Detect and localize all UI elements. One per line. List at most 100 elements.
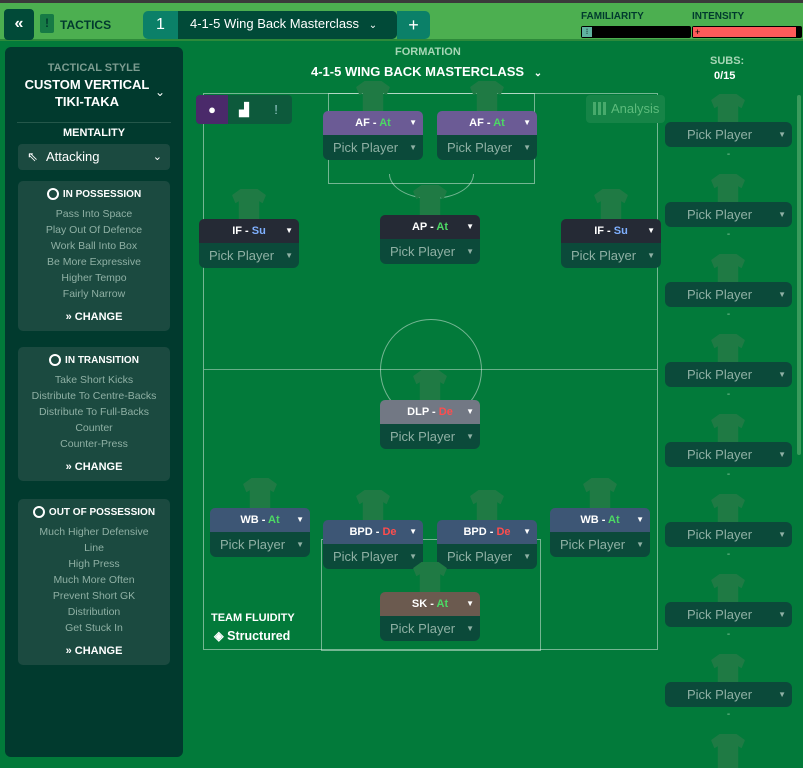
pick-player-dropdown[interactable]: Pick Player ▼ — [665, 522, 792, 547]
familiarity-bar[interactable]: ⁝ — [581, 26, 691, 38]
caret-down-icon: ▼ — [523, 527, 531, 536]
tactical-style-dropdown[interactable]: CUSTOM VERTICAL TIKI-TAKA — [24, 77, 150, 109]
pick-player-dropdown[interactable]: Pick Player ▼ — [665, 122, 792, 147]
role-name: AP — [411, 221, 428, 233]
mentality-dropdown[interactable]: ⇖ Attacking ⌄ — [18, 144, 170, 170]
change-button[interactable]: » CHANGE — [18, 645, 170, 657]
familiarity-fill: ⁝ — [582, 27, 592, 37]
back-button[interactable]: « — [4, 9, 34, 40]
player-slot-sk: SK - At ▼ Pick Player ▼ — [380, 562, 480, 641]
duty: At — [436, 221, 449, 233]
duty: At — [608, 514, 620, 526]
pick-player-dropdown[interactable]: Pick Player ▼ — [323, 544, 423, 569]
pick-player-dropdown[interactable]: Pick Player ▼ — [199, 243, 299, 268]
instruction-item: Pass Into Space — [55, 208, 133, 220]
sub-slot: Pick Player ▼ - — [665, 92, 792, 160]
pick-player-dropdown[interactable]: Pick Player ▼ — [665, 282, 792, 307]
pick-player-dropdown[interactable]: Pick Player ▼ — [437, 544, 537, 569]
caret-down-icon: ▼ — [778, 370, 786, 379]
caret-down-icon: ▼ — [466, 432, 474, 441]
instruction-item: Counter — [75, 422, 113, 434]
caret-down-icon: ▼ — [466, 599, 474, 608]
caret-down-icon: ▼ — [778, 530, 786, 539]
pick-player-dropdown[interactable]: Pick Player ▼ — [380, 616, 480, 641]
pick-player-dropdown[interactable]: Pick Player ▼ — [437, 135, 537, 160]
caret-down-icon: ▼ — [296, 540, 304, 549]
change-button[interactable]: » CHANGE — [18, 461, 170, 473]
duty: Su — [251, 225, 266, 237]
role-selector[interactable]: WB - At ▼ — [210, 508, 310, 532]
pick-player-dropdown[interactable]: Pick Player ▼ — [380, 424, 480, 449]
sub-slot: Pick Player ▼ - — [665, 572, 792, 640]
scrollbar[interactable] — [797, 95, 801, 455]
instruction-item: Distribute To Centre-Backs — [31, 390, 157, 402]
pick-player-label: Pick Player — [447, 549, 513, 564]
section-2: OUT OF POSSESSION Much Higher Defensive L… — [18, 499, 170, 665]
caret-down-icon: ▼ — [296, 515, 304, 524]
role-selector[interactable]: SK - At ▼ — [380, 592, 480, 616]
role-selector[interactable]: BPD - De ▼ — [437, 520, 537, 544]
divider — [17, 122, 171, 123]
role-selector[interactable]: IF - Su ▼ — [561, 219, 661, 243]
role-name: DLP — [407, 406, 429, 418]
caret-down-icon: ▼ — [285, 251, 293, 260]
intensity-fill: + — [693, 27, 796, 37]
duty: De — [496, 526, 511, 538]
add-tactic-button[interactable]: + — [397, 11, 430, 39]
change-label: CHANGE — [74, 311, 123, 323]
pick-player-label: Pick Player — [687, 687, 753, 702]
section-icon — [32, 506, 45, 518]
pick-player-dropdown[interactable]: Pick Player ▼ — [380, 239, 480, 264]
role-selector[interactable]: AP - At ▼ — [380, 215, 480, 239]
top-bar: « ! TACTICS 1 4-1-5 Wing Back Masterclas… — [0, 0, 803, 41]
tactic-slot[interactable]: 1 — [156, 16, 165, 33]
pick-player-dropdown[interactable]: Pick Player ▼ — [210, 532, 310, 557]
tactic-selector[interactable]: 1 4-1-5 Wing Back Masterclass ⌄ — [143, 11, 397, 39]
view-toggle: ● ▟ ! — [196, 95, 292, 124]
sub-player-name: - — [726, 389, 731, 400]
role-selector[interactable]: WB - At ▼ — [550, 508, 650, 532]
pick-player-dropdown[interactable]: Pick Player ▼ — [665, 202, 792, 227]
pick-player-dropdown[interactable]: Pick Player ▼ — [665, 442, 792, 467]
role-selector[interactable]: DLP - De ▼ — [380, 400, 480, 424]
pick-player-label: Pick Player — [390, 621, 456, 636]
change-label: CHANGE — [74, 461, 123, 473]
instruction-item: Work Ball Into Box — [50, 240, 138, 252]
bar-chart-icon[interactable]: ▟ — [239, 102, 249, 117]
sub-player-name: - — [726, 309, 731, 320]
duty: Su — [613, 225, 628, 237]
player-slot-dlp: DLP - De ▼ Pick Player ▼ — [380, 370, 480, 449]
change-button[interactable]: » CHANGE — [18, 311, 170, 323]
pick-player-dropdown[interactable]: Pick Player ▼ — [323, 135, 423, 160]
caret-down-icon: ▼ — [409, 552, 417, 561]
intensity-bar[interactable]: + — [692, 26, 802, 38]
formation-dropdown[interactable]: 4-1-5 WING BACK MASTERCLASS ⌄ — [311, 64, 542, 79]
role-selector[interactable]: AF - At ▼ — [437, 111, 537, 135]
role-selector[interactable]: IF - Su ▼ — [199, 219, 299, 243]
pick-player-dropdown[interactable]: Pick Player ▼ — [665, 602, 792, 627]
pick-player-label: Pick Player — [333, 140, 399, 155]
section-1: IN TRANSITION Take Short Kicks Distribute… — [18, 347, 170, 481]
diamond-icon: ◈ — [214, 629, 224, 643]
sub-slot: Pick Player ▼ - — [665, 652, 792, 720]
pick-player-dropdown[interactable]: Pick Player ▼ — [665, 682, 792, 707]
pick-player-label: Pick Player — [333, 549, 399, 564]
chevron-down-icon[interactable]: ⌄ — [155, 85, 166, 99]
team-fluidity-value[interactable]: ◈ Structured — [214, 628, 290, 643]
sub-player-name: - — [726, 149, 731, 160]
sub-slot: Pick Player ▼ - — [665, 492, 792, 560]
pick-player-label: Pick Player — [687, 127, 753, 142]
pick-player-dropdown[interactable]: Pick Player ▼ — [561, 243, 661, 268]
instruction-item: Take Short Kicks — [54, 374, 134, 386]
role-selector[interactable]: AF - At ▼ — [323, 111, 423, 135]
double-chevron-right-icon: » — [65, 645, 72, 657]
sub-player-name: - — [726, 629, 731, 640]
tactic-name-dropdown[interactable]: 4-1-5 Wing Back Masterclass ⌄ — [178, 11, 397, 39]
pick-player-dropdown[interactable]: Pick Player ▼ — [665, 362, 792, 387]
tactics-icon: ! — [40, 14, 54, 33]
analysis-button[interactable]: Analysis — [586, 95, 665, 123]
pick-player-dropdown[interactable]: Pick Player ▼ — [550, 532, 650, 557]
player-view-button[interactable]: ● — [196, 95, 228, 124]
role-selector[interactable]: BPD - De ▼ — [323, 520, 423, 544]
tactics-view-button[interactable]: ! — [274, 102, 278, 117]
